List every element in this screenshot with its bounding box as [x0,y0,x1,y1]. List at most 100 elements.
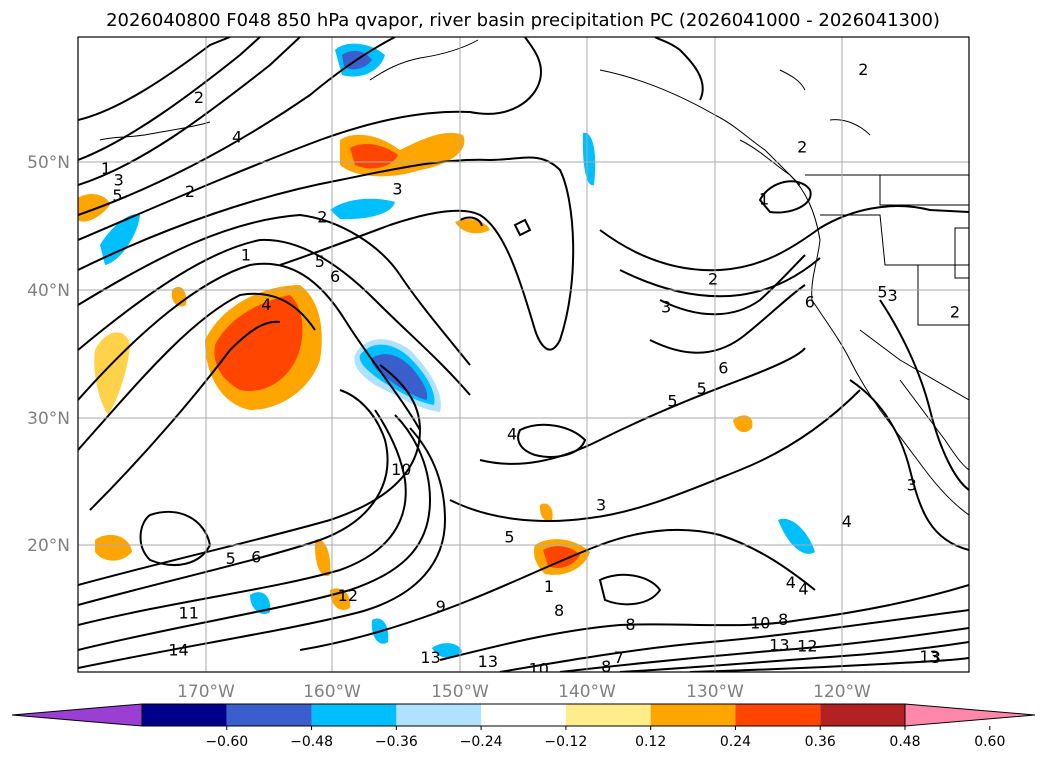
contour-label: 11 [179,604,199,623]
contour-label: 1 [101,159,111,178]
colorbar-ticks: −0.60 −0.48 −0.36 −0.24 −0.12 0.12 0.24 0.36 0.4… [205,726,1005,750]
contour-label: 9 [436,597,446,616]
lat-tick-labels: 50°N 40°N 30°N 20°N [27,153,70,556]
contour-label: 3 [596,496,606,515]
positive-anomaly-orange [539,503,553,522]
contour-label: 2 [708,270,718,289]
contour-label: 10 [529,659,549,678]
colorbar-cell [396,704,482,726]
colorbar-tick-label: 0.24 [720,734,751,750]
contour-label: 4 [232,127,242,146]
contour-label: 2 [858,60,868,79]
contour-label: 13 [919,647,939,666]
contour-label: 3 [661,298,671,317]
contour-label: 13 [420,648,440,667]
colorbar-tick-label: −0.48 [290,734,333,750]
colorbar-tick-label: 0.36 [805,734,836,750]
colorbar-outline [141,703,906,727]
contour-label: 10 [750,614,770,633]
lon-tick-labels: 170°W 160°W 150°W 140°W 130°W 120°W [177,682,871,702]
colorbar-tick-label: 0.12 [635,734,666,750]
contour-label: 14 [168,640,188,659]
positive-anomaly-orange [78,194,110,222]
contour-label: 5 [697,379,707,398]
contour-label: 2 [950,303,960,322]
contour-label: 12 [338,586,358,605]
contour-label: 3 [907,475,917,494]
contour-label: 2 [185,182,195,201]
colorbar-cell [735,704,821,726]
positive-anomaly-orange [733,415,753,433]
positive-anomaly-red [214,295,303,391]
colorbar-tick-label: 0.60 [974,734,1005,750]
contour-label: 13 [478,652,498,671]
contour-label: 1 [759,190,769,209]
negative-anomaly-cyan [250,592,271,615]
contour-label: 3 [931,648,941,667]
colorbar-tick-label: −0.60 [205,734,248,750]
positive-anomaly-red [543,546,580,568]
colorbar-cell [481,704,566,726]
colorbar-cells [11,703,1036,727]
contour-label: 5 [667,391,677,410]
contour-label: 3 [888,286,898,305]
contour-label: 8 [554,601,564,620]
contour-label: 10 [391,460,411,479]
contour-label: 6 [805,292,815,311]
contour-label: 4 [786,573,796,592]
coastlines [99,39,969,516]
colorbar-cell [311,704,397,726]
contour-label: 8 [625,615,635,634]
precip-pc-shading [78,43,815,658]
colorbar-tick-label: −0.24 [460,734,503,750]
contour-label: 1 [241,245,251,264]
lon-tick-170w: 170°W [177,682,235,702]
contour-label: 13 [769,635,789,654]
map-frame [77,36,970,673]
lon-tick-160w: 160°W [303,682,361,702]
contour-label: 4 [507,425,517,444]
contour-label: 4 [798,579,808,598]
colorbar-tick-label: −0.12 [544,734,587,750]
colorbar-extend-high [904,703,1036,727]
lat-tick-30n: 30°N [27,409,70,429]
negative-anomaly-cyan [432,643,462,658]
contour-label: 2 [194,88,204,107]
contour-label: 1 [544,577,554,596]
contour-label: 3 [114,171,124,190]
positive-anomaly-orange [314,539,331,577]
contour-label: 8 [778,610,788,629]
lon-tick-120w: 120°W [813,682,871,702]
colorbar-cell [226,704,312,726]
contour-label: 7 [614,648,624,667]
colorbar-extend-low [11,703,143,727]
lat-tick-40n: 40°N [27,281,70,301]
contour-label: 6 [718,358,728,377]
contour-label: 6 [330,267,340,286]
negative-anomaly-cyan [100,214,140,265]
contour-label: 5 [877,282,887,301]
lon-tick-150w: 150°W [431,682,489,702]
contour-label: 5 [112,186,122,205]
chart-title: 2026040800 F048 850 hPa qvapor, river ba… [106,10,940,31]
negative-anomaly-blue [371,354,428,400]
contour-label: 6 [251,548,261,567]
colorbar-cell [565,704,651,726]
lon-tick-140w: 140°W [558,682,616,702]
lon-tick-130w: 130°W [686,682,744,702]
negative-anomaly-cyan [582,132,596,186]
colorbar: −0.60 −0.48 −0.36 −0.24 −0.12 0.12 0.24 0.36 0.4… [11,703,1036,750]
colorbar-tick-label: −0.36 [375,734,418,750]
contour-label: 3 [392,179,402,198]
colorbar-tick-label: 0.48 [889,734,920,750]
qvapor-contours [78,37,969,672]
contour-label: 2 [797,137,807,156]
contour-label: 5 [315,252,325,271]
contour-label: 8 [601,657,611,676]
positive-anomaly-orange [95,534,132,561]
graticule [78,37,969,672]
contour-label: 4 [261,295,271,314]
